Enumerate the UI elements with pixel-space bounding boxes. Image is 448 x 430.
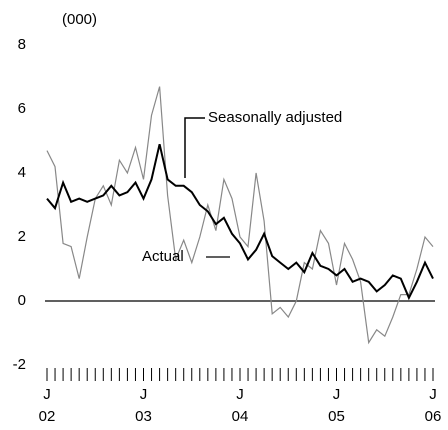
y-tick-label: 6 <box>18 100 26 117</box>
x-year-label: 04 <box>232 408 249 425</box>
x-tick-label: J <box>43 386 51 403</box>
y-tick-label: 8 <box>18 36 26 53</box>
x-year-label: 02 <box>39 408 56 425</box>
series-line <box>46 86 434 345</box>
y-tick-label: 0 <box>18 292 26 309</box>
x-tick-label: J <box>333 386 341 403</box>
x-year-label: 05 <box>328 408 345 425</box>
series-line <box>46 143 434 301</box>
x-tick-label: J <box>140 386 148 403</box>
x-year-label: 06 <box>425 408 442 425</box>
x-tick-label: J <box>429 386 437 403</box>
y-tick-label: -2 <box>13 356 26 373</box>
series-label: Actual <box>142 248 184 265</box>
y-tick-label: 4 <box>18 164 26 181</box>
x-tick-label: J <box>236 386 244 403</box>
series-label: Seasonally adjusted <box>208 109 342 126</box>
unit-label: (000) <box>62 11 97 28</box>
x-year-label: 03 <box>135 408 152 425</box>
leader-line <box>184 117 205 178</box>
y-tick-label: 2 <box>18 228 26 245</box>
